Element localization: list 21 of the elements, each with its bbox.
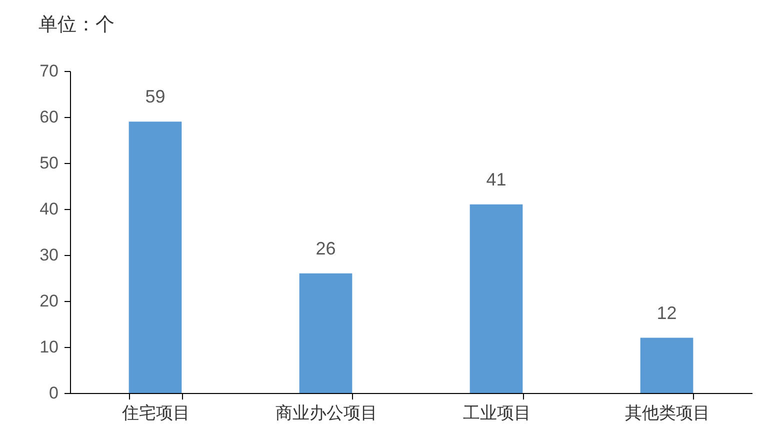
- y-tick-label: 0: [49, 384, 58, 402]
- bar: [128, 122, 182, 393]
- data-label: 12: [656, 302, 677, 323]
- y-tick-label: 10: [40, 338, 58, 356]
- x-tick-label: 商业办公项目: [275, 404, 378, 422]
- bar: [640, 338, 694, 393]
- data-label: 41: [486, 169, 506, 190]
- data-label: 26: [316, 238, 336, 258]
- y-tick-label: 30: [40, 246, 58, 264]
- y-tick-label: 70: [40, 62, 58, 80]
- x-tick-label: 其他类项目: [624, 404, 710, 422]
- y-tick-label: 40: [40, 200, 58, 218]
- x-tick-label: 住宅项目: [120, 404, 190, 422]
- y-axis-title: 单位：个: [38, 14, 114, 36]
- y-tick-label: 50: [40, 154, 58, 172]
- x-tick-label: 工业项目: [462, 404, 531, 422]
- data-label: 59: [145, 86, 166, 107]
- bar: [299, 273, 352, 393]
- y-tick-label: 20: [40, 292, 58, 310]
- y-tick-label: 60: [40, 108, 58, 126]
- bar: [470, 204, 523, 393]
